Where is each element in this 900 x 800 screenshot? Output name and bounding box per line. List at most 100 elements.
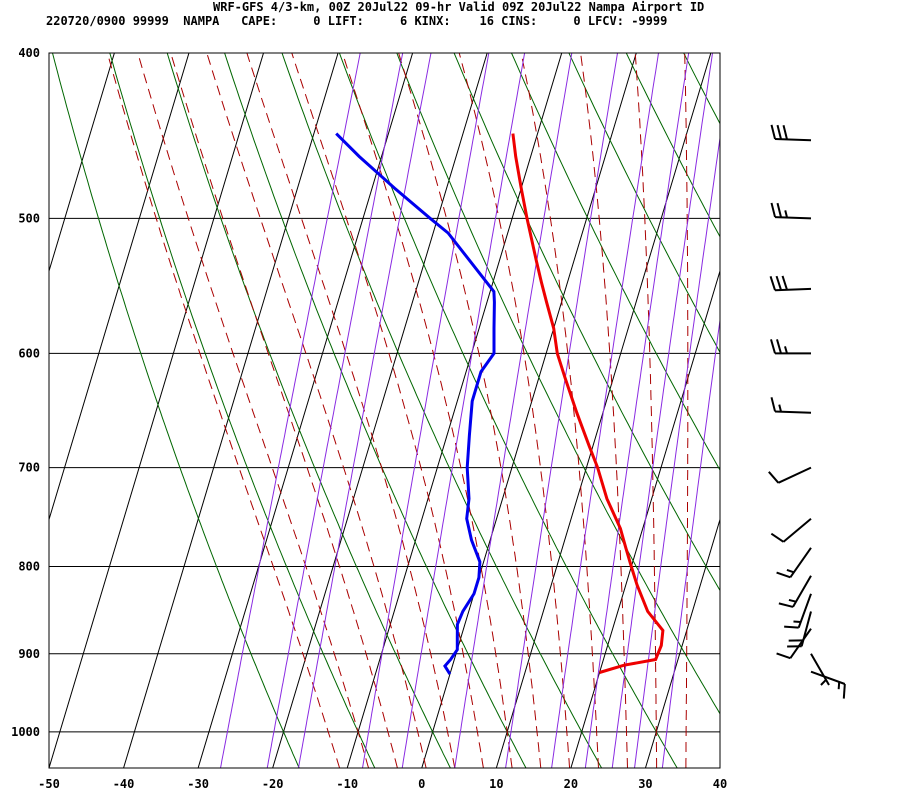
wind-barb: [770, 339, 811, 355]
pressure-tick-label: 400: [18, 46, 40, 60]
pressure-tick-label: 700: [18, 461, 40, 475]
dry-adiabat: [338, 53, 678, 768]
pressure-tick-label: 900: [18, 647, 40, 661]
wind-barb: [810, 653, 830, 686]
temperature-profile: [511, 133, 665, 674]
moist-adiabat: [137, 53, 370, 768]
sounding-indices-line: 220720/0900 99999 NAMPA CAPE: 0 LIFT: 6 …: [46, 14, 668, 28]
wind-barb-half-flag: [778, 404, 782, 412]
dry-adiabat: [224, 53, 527, 768]
wind-barb: [770, 517, 812, 543]
isotherm: [49, 53, 115, 273]
moist-adiabat: [634, 53, 658, 768]
wind-barb-flag: [776, 339, 782, 354]
wind-barb: [778, 575, 812, 608]
dry-adiabat: [625, 53, 720, 238]
wind-barb-flag: [776, 571, 791, 579]
temperature-tick-label: 0: [418, 777, 425, 791]
pressure-tick-label: 800: [18, 560, 40, 574]
wind-barb-flag: [842, 683, 846, 699]
isotherm: [49, 53, 190, 522]
moist-adiabat: [341, 53, 513, 768]
moist-adiabat: [520, 53, 599, 768]
temperature-tick-label: 30: [638, 777, 652, 791]
dry-adiabat: [109, 53, 376, 768]
wind-barb-flag: [769, 276, 776, 291]
wind-barb: [776, 628, 812, 660]
wind-barb-flag: [770, 202, 776, 218]
wind-barb-half-flag: [788, 598, 797, 603]
isotherm: [123, 53, 339, 768]
mixing-ratio-line: [297, 53, 432, 768]
dry-adiabat: [736, 44, 900, 768]
mixing-ratio-line: [505, 53, 619, 768]
wind-barb: [810, 670, 846, 699]
isotherm: [719, 766, 720, 768]
moist-adiabat: [580, 53, 628, 768]
dry-adiabat: [281, 53, 603, 768]
wind-barb-staff: [789, 628, 812, 659]
dry-adiabat: [166, 53, 451, 768]
dry-adiabat: [510, 53, 720, 472]
mixing-ratio-line: [634, 134, 720, 768]
chart-title: WRF-GFS 4/3-km, 00Z 20Jul22 09-hr Valid …: [213, 0, 705, 14]
pressure-tick-labels: 400 500 600 700 800 900 1000: [11, 46, 40, 739]
moist-adiabats: [106, 53, 689, 768]
wind-barb-half-flag: [793, 620, 801, 623]
wind-barbs: [768, 124, 846, 699]
mixing-ratio-line: [266, 53, 404, 768]
wind-barb-half-flag: [837, 681, 841, 690]
moist-adiabat: [398, 53, 542, 768]
mixing-ratio-line: [454, 53, 573, 768]
mixing-ratio-line: [661, 316, 720, 768]
wind-barb-flag: [781, 275, 788, 291]
moist-adiabat: [291, 53, 484, 768]
dewpoint-profile: [335, 132, 496, 675]
temperature-tick-label: -10: [336, 777, 358, 791]
wind-barb-flag: [775, 275, 782, 291]
temperature-tick-label: 40: [713, 777, 727, 791]
mixing-ratio-line: [220, 53, 361, 768]
wind-barb-staff: [810, 653, 830, 686]
temperature-tick-label: -30: [187, 777, 209, 791]
temperature-tick-label: 10: [489, 777, 503, 791]
mixing-ratio-line: [551, 53, 660, 768]
mixing-ratio-line: [611, 53, 714, 768]
moist-adiabat: [106, 53, 341, 768]
isotherm: [644, 517, 720, 768]
moist-adiabat: [246, 53, 456, 768]
wind-barb-half-flag: [784, 346, 788, 354]
mixing-ratio-line: [401, 53, 526, 768]
wind-barb-half-flag: [820, 679, 827, 686]
wind-barb-flag: [776, 124, 782, 140]
dry-adiabat: [51, 53, 300, 768]
plot-frame: [48, 52, 721, 769]
wind-barb-half-flag: [786, 569, 795, 574]
wind-barb-flag: [776, 202, 782, 218]
mixing-ratio-lines: [220, 53, 720, 768]
wind-barb: [770, 202, 812, 220]
pressure-tick-label: 500: [18, 211, 40, 225]
wind-barb-flag: [778, 602, 794, 608]
wind-barb: [784, 593, 812, 629]
wind-barb-half-flag: [784, 210, 788, 218]
isotherm: [49, 53, 264, 768]
temperature-tick-label: -50: [38, 777, 60, 791]
mixing-ratio-line: [584, 53, 690, 768]
pressure-tick-label: 600: [18, 346, 40, 360]
moist-adiabat: [206, 53, 427, 768]
wind-barb: [770, 124, 812, 142]
dry-adiabat: [568, 53, 720, 354]
temperature-tick-labels: -50 -40 -30 -20 -10 0 10 20 30 40: [38, 777, 727, 791]
isotherm: [272, 53, 488, 768]
wind-barb: [768, 466, 812, 484]
sounding-profiles: [335, 132, 665, 675]
wind-barb-flag: [770, 397, 776, 412]
temperature-tick-label: -20: [262, 777, 284, 791]
wind-barb: [770, 397, 812, 414]
wind-barb-flag: [784, 625, 799, 629]
wind-barb: [787, 611, 812, 648]
wind-barb-flag: [782, 125, 788, 140]
isotherm: [570, 269, 720, 768]
